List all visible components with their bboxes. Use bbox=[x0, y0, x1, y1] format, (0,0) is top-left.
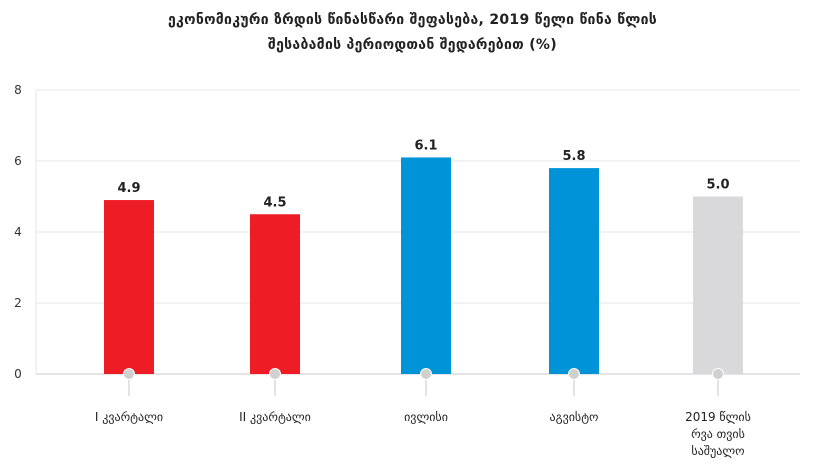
y-tick-label: 6 bbox=[14, 154, 22, 168]
bar bbox=[401, 157, 451, 374]
bar-marker bbox=[123, 368, 135, 380]
y-tick-label: 8 bbox=[14, 83, 22, 97]
y-tick-label: 2 bbox=[14, 296, 22, 310]
x-tick-label: I კვარტალი bbox=[95, 410, 163, 424]
bar bbox=[549, 168, 599, 374]
data-label: 4.5 bbox=[263, 195, 286, 210]
x-tick-label: ივლისი bbox=[404, 410, 448, 424]
chart-title-line-1: ეკონომიკური ზრდის წინასწარი შეფასება, 20… bbox=[167, 12, 658, 28]
x-tick-label: 2019 წლის bbox=[685, 410, 751, 424]
data-label: 6.1 bbox=[414, 138, 437, 153]
x-tick-label: საშუალო bbox=[691, 444, 744, 458]
bar-marker bbox=[420, 368, 432, 380]
data-label: 4.9 bbox=[117, 181, 140, 196]
chart-title-line-2: შესაბამის პერიოდთან შედარებით (%) bbox=[268, 37, 557, 53]
bar bbox=[250, 214, 300, 374]
data-label: 5.8 bbox=[562, 149, 585, 164]
x-tick-label: აგვისტო bbox=[550, 410, 599, 424]
bar-marker bbox=[568, 368, 580, 380]
bar bbox=[693, 196, 743, 374]
bar bbox=[104, 200, 154, 374]
bar-marker bbox=[712, 368, 724, 380]
y-tick-label: 4 bbox=[14, 225, 22, 239]
bar-marker bbox=[269, 368, 281, 380]
y-tick-label: 0 bbox=[14, 367, 22, 381]
x-tick-label: რვა თვის bbox=[691, 427, 745, 441]
data-label: 5.0 bbox=[706, 178, 729, 193]
x-tick-label: II კვარტალი bbox=[239, 410, 311, 424]
